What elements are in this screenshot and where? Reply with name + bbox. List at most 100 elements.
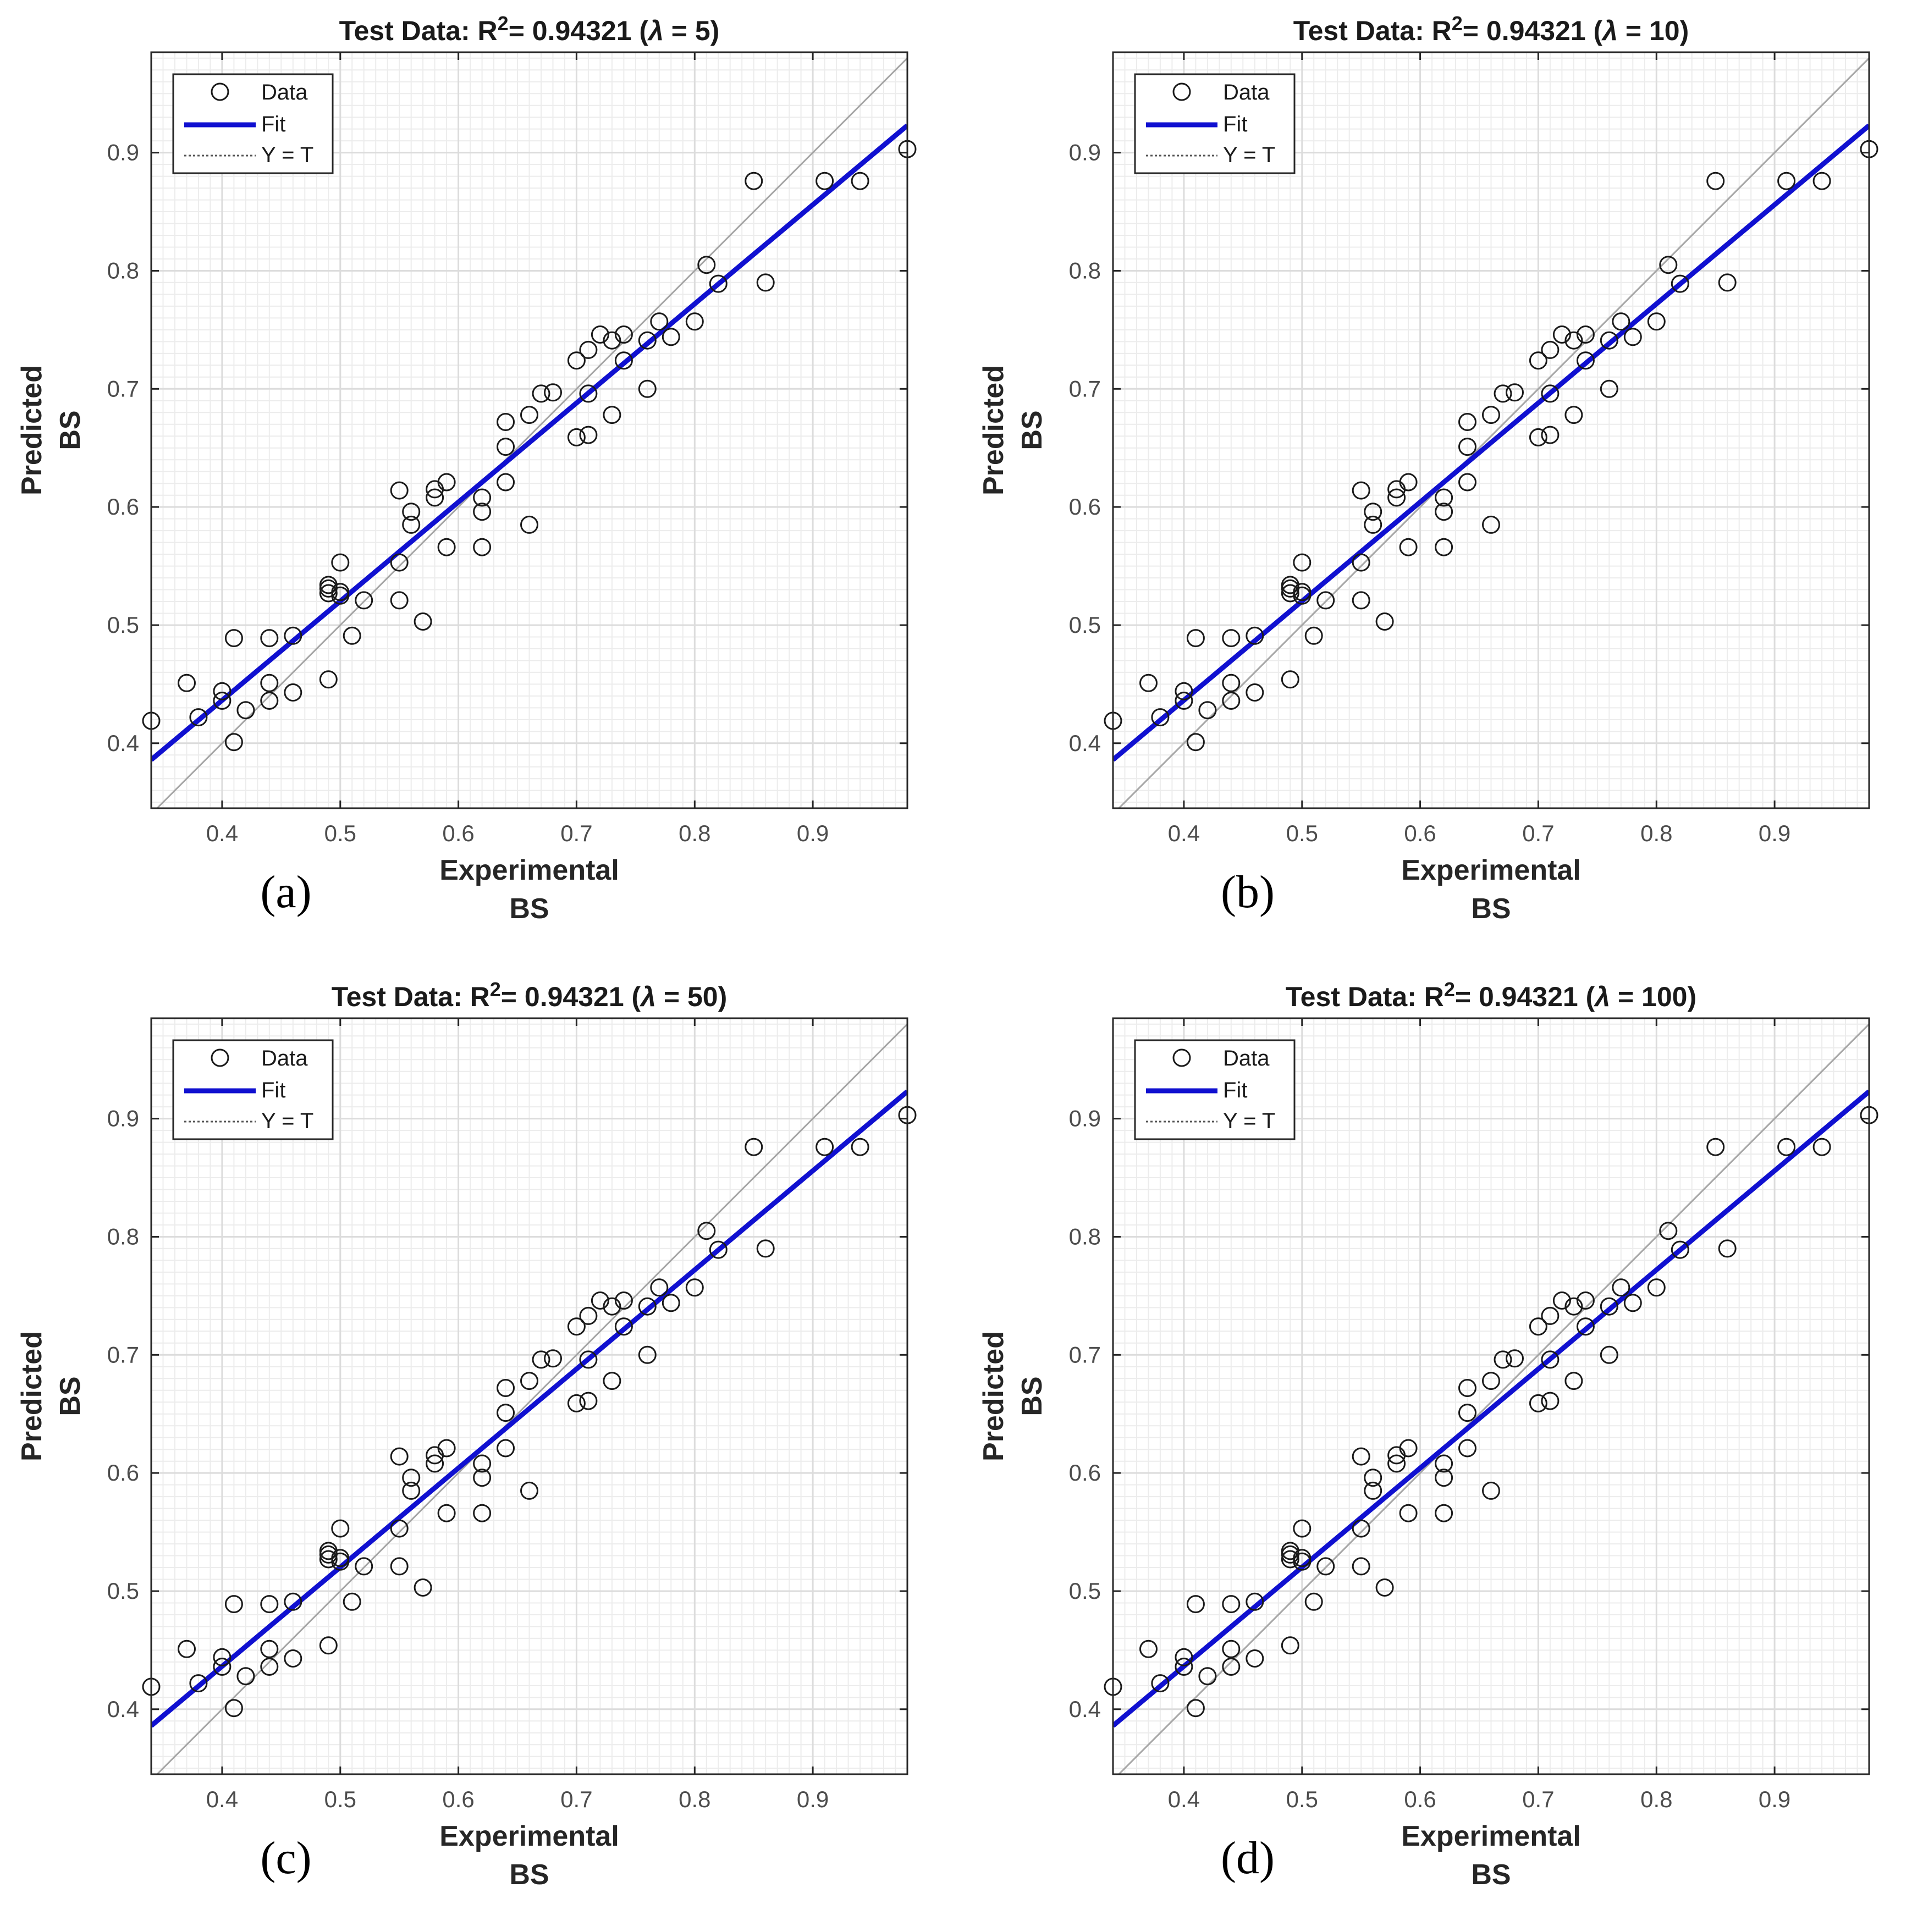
- data-point: [544, 383, 562, 402]
- data-point: [638, 331, 657, 350]
- data-point: [331, 586, 350, 605]
- data-point: [851, 1138, 869, 1156]
- data-point: [1552, 325, 1571, 344]
- data-point: [402, 515, 421, 534]
- y-axis-label-unit: BS: [1016, 1376, 1048, 1416]
- data-point: [1198, 1667, 1217, 1686]
- data-point: [709, 1240, 728, 1259]
- data-point: [1186, 629, 1205, 648]
- data-point: [473, 1469, 492, 1487]
- data-point: [437, 473, 456, 492]
- data-point: [1352, 553, 1370, 572]
- data-point: [532, 1350, 550, 1369]
- data-point: [709, 274, 728, 293]
- data-point: [1387, 488, 1406, 507]
- x-axis-label-unit: BS: [509, 893, 549, 925]
- legend-label-fit: Fit: [1223, 112, 1247, 136]
- chart-title: Test Data: R2= 0.94321 (λ = 5): [339, 12, 720, 46]
- data-point: [1352, 1519, 1370, 1538]
- data-point: [614, 1317, 633, 1336]
- data-point: [1659, 256, 1678, 274]
- data-point: [1541, 426, 1560, 444]
- chart-svg: 0.4 0.5 0.6 0.7 0.8 0.9 0.4 0.5 0.6 0.7 0.8 0.9 Data…: [978, 978, 1878, 1891]
- y-tick-label: 0.9: [107, 1106, 139, 1131]
- x-tick-label: 0.4: [206, 820, 238, 846]
- data-point: [650, 1278, 669, 1297]
- data-point: [1139, 1640, 1158, 1658]
- x-axis-label: Experimental: [1401, 854, 1581, 886]
- y-tick-label: 0.4: [1069, 730, 1101, 756]
- data-point: [697, 256, 716, 274]
- x-axis-label: Experimental: [1401, 1820, 1581, 1852]
- data-point: [1647, 1278, 1666, 1297]
- x-tick-label: 0.7: [1522, 1786, 1554, 1812]
- data-point: [1564, 331, 1583, 350]
- data-point: [532, 384, 550, 403]
- data-point: [224, 629, 243, 648]
- legend-label-data: Data: [261, 80, 308, 104]
- title-superscript: 2: [1444, 978, 1455, 1001]
- x-tick-label: 0.5: [1286, 1786, 1318, 1812]
- chart-title: Test Data: R2= 0.94321 (λ = 50): [332, 978, 727, 1012]
- data-point: [1718, 1239, 1737, 1258]
- chart-svg: 0.4 0.5 0.6 0.7 0.8 0.9 0.4 0.5 0.6 0.7 0.8 0.9 Data…: [16, 12, 917, 925]
- legend-label-data: Data: [1223, 1046, 1270, 1070]
- data-point: [697, 1222, 716, 1240]
- data-point: [1541, 1350, 1560, 1369]
- y-axis-label: Predicted: [978, 365, 1010, 495]
- data-point: [579, 340, 598, 359]
- x-tick-label: 0.6: [1404, 1786, 1436, 1812]
- panel-label: (c): [260, 1832, 311, 1884]
- data-point: [1600, 331, 1618, 350]
- data-points: [1104, 140, 1878, 752]
- data-point: [614, 325, 633, 344]
- data-point: [1812, 1138, 1831, 1156]
- data-point: [260, 692, 279, 710]
- data-point: [1352, 591, 1370, 610]
- data-point: [497, 1439, 515, 1458]
- data-point: [520, 1481, 538, 1500]
- fit-line: [1113, 123, 1869, 762]
- title-lambda: λ: [639, 981, 656, 1012]
- x-tick-label: 0.7: [560, 1786, 592, 1812]
- legend-label-fit: Fit: [261, 1078, 285, 1102]
- data-point: [331, 1552, 350, 1571]
- data-point: [189, 1674, 208, 1693]
- y-tick-label: 0.4: [107, 730, 139, 756]
- y-tick-label: 0.8: [1069, 1224, 1101, 1250]
- panel-label: (b): [1221, 866, 1275, 918]
- legend: Data Fit Y = T: [1134, 1039, 1296, 1140]
- fit-line: [151, 1089, 907, 1728]
- data-point: [685, 312, 704, 331]
- data-point: [284, 683, 302, 702]
- data-point: [319, 1550, 338, 1569]
- data-point: [343, 1592, 361, 1611]
- data-point: [1198, 701, 1217, 720]
- data-point: [178, 674, 196, 692]
- title-superscript: 2: [490, 978, 501, 1001]
- x-tick-label: 0.5: [1286, 820, 1318, 846]
- data-point: [603, 1297, 621, 1316]
- data-point: [1482, 1372, 1500, 1390]
- legend: Data Fit Y = T: [1134, 73, 1296, 174]
- identity-line: [1117, 57, 1869, 808]
- data-point: [1458, 438, 1476, 456]
- axes-box: [150, 1017, 908, 1775]
- legend-label-fit: Fit: [261, 112, 285, 136]
- data-point: [1316, 1557, 1335, 1576]
- data-point: [520, 406, 538, 424]
- x-axis-label-unit: BS: [1471, 1859, 1511, 1891]
- data-point: [1812, 172, 1831, 190]
- data-point: [1718, 273, 1737, 292]
- title-value: = 0.94321 (: [1455, 981, 1595, 1012]
- y-tick-label: 0.5: [1069, 612, 1101, 638]
- legend-label-data: Data: [1223, 80, 1270, 104]
- major-grid: [151, 52, 907, 808]
- data-point: [591, 1291, 609, 1310]
- data-point: [1364, 503, 1382, 521]
- data-point: [1623, 1294, 1642, 1312]
- legend-label-data: Data: [261, 1046, 308, 1070]
- data-point: [1399, 1439, 1418, 1458]
- data-point: [1435, 538, 1453, 556]
- data-point: [1175, 1658, 1193, 1676]
